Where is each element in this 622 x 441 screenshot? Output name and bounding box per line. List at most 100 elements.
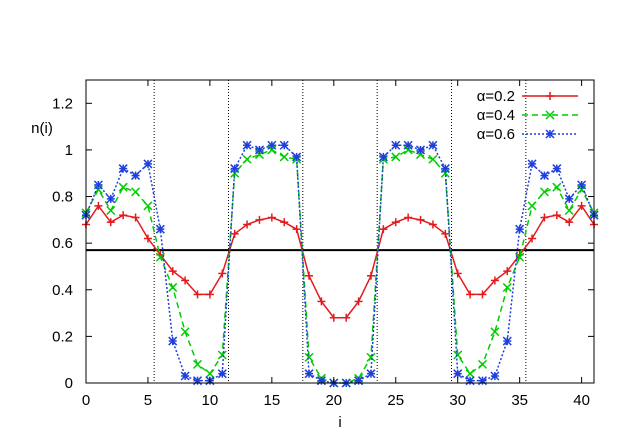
data-point	[539, 171, 549, 181]
marker-stroke	[131, 187, 141, 197]
data-point	[168, 336, 178, 346]
marker-stroke	[490, 327, 500, 337]
data-point	[155, 224, 165, 234]
marker-stroke	[93, 180, 103, 190]
data-point	[502, 336, 512, 346]
data-point	[391, 140, 401, 150]
marker-stroke	[527, 159, 537, 169]
data-point	[119, 211, 128, 220]
data-point	[168, 282, 178, 292]
data-point	[267, 213, 276, 222]
data-point	[453, 350, 463, 360]
data-point	[292, 225, 301, 234]
data-point	[354, 297, 363, 306]
marker-stroke	[118, 182, 128, 192]
data-point	[441, 229, 450, 238]
data-point	[317, 297, 326, 306]
marker-stroke	[527, 201, 537, 211]
data-point	[552, 164, 562, 174]
legend-label: α=0.2	[477, 88, 515, 105]
data-point	[478, 290, 487, 299]
data-point	[428, 220, 437, 229]
data-point	[94, 201, 103, 210]
marker-stroke	[465, 369, 475, 379]
marker-stroke	[515, 224, 525, 234]
marker-stroke	[304, 369, 314, 379]
y-tick-label: 0.8	[52, 189, 73, 206]
marker-stroke	[217, 369, 227, 379]
data-point	[279, 152, 289, 162]
legend-label: α=0.6	[477, 126, 515, 143]
data-point	[217, 350, 227, 360]
data-point	[366, 352, 376, 362]
marker-stroke	[545, 110, 555, 120]
data-point	[181, 276, 190, 285]
data-point	[131, 171, 141, 181]
data-point	[465, 369, 475, 379]
marker-stroke	[279, 152, 289, 162]
data-point	[205, 369, 215, 379]
series-line	[85, 149, 595, 384]
data-point	[577, 180, 587, 190]
data-point	[502, 282, 512, 292]
data-point	[404, 213, 413, 222]
data-point	[545, 110, 555, 120]
marker-stroke	[279, 140, 289, 150]
data-point	[403, 140, 413, 150]
data-point	[131, 187, 141, 197]
marker-stroke	[230, 164, 240, 174]
y-tick-label: 1.2	[52, 95, 73, 112]
y-axis-label: n(i)	[31, 120, 53, 137]
marker-stroke	[143, 201, 153, 211]
marker-stroke	[292, 152, 302, 162]
data-point	[267, 140, 277, 150]
data-point	[168, 267, 177, 276]
marker-stroke	[428, 140, 438, 150]
y-tick-label: 0.4	[52, 282, 73, 299]
x-tick-label: 25	[387, 392, 404, 409]
x-tick-label: 35	[511, 392, 528, 409]
marker-stroke	[539, 187, 549, 197]
data-point	[453, 269, 462, 278]
marker-stroke	[180, 371, 190, 381]
data-point	[279, 140, 289, 150]
y-tick-label: 0.2	[52, 328, 73, 345]
marker-stroke	[143, 159, 153, 169]
marker-stroke	[304, 352, 314, 362]
marker-stroke	[155, 224, 165, 234]
marker-stroke	[168, 282, 178, 292]
marker-stroke	[106, 205, 116, 216]
marker-stroke	[106, 194, 116, 204]
data-point	[565, 218, 574, 227]
data-point	[440, 164, 450, 174]
data-point	[564, 205, 574, 216]
marker-stroke	[416, 145, 426, 155]
data-point	[453, 369, 463, 379]
marker-stroke	[403, 140, 413, 150]
data-point	[205, 290, 214, 299]
data-point	[143, 159, 153, 169]
data-point	[106, 194, 116, 204]
data-point	[490, 276, 499, 285]
axis-ticks: 0 5 10 15 20 25 30 35 40 0 0.2 0.4 0.6 0.8 1 1.2	[52, 80, 594, 409]
data-point	[378, 152, 388, 162]
series	[81, 140, 599, 388]
x-tick-label: 5	[144, 392, 152, 409]
marker-stroke	[477, 359, 488, 369]
marker-stroke	[155, 252, 165, 262]
data-point	[428, 140, 438, 150]
data-point	[131, 213, 140, 222]
marker-stroke	[118, 164, 128, 174]
data-point	[118, 182, 128, 192]
data-point	[329, 313, 338, 322]
data-point	[280, 218, 289, 227]
data-point	[577, 201, 586, 210]
data-point	[217, 369, 227, 379]
data-point	[342, 313, 351, 322]
series	[82, 201, 598, 322]
data-point	[366, 271, 375, 280]
series-line	[85, 144, 595, 384]
marker-stroke	[192, 359, 203, 369]
